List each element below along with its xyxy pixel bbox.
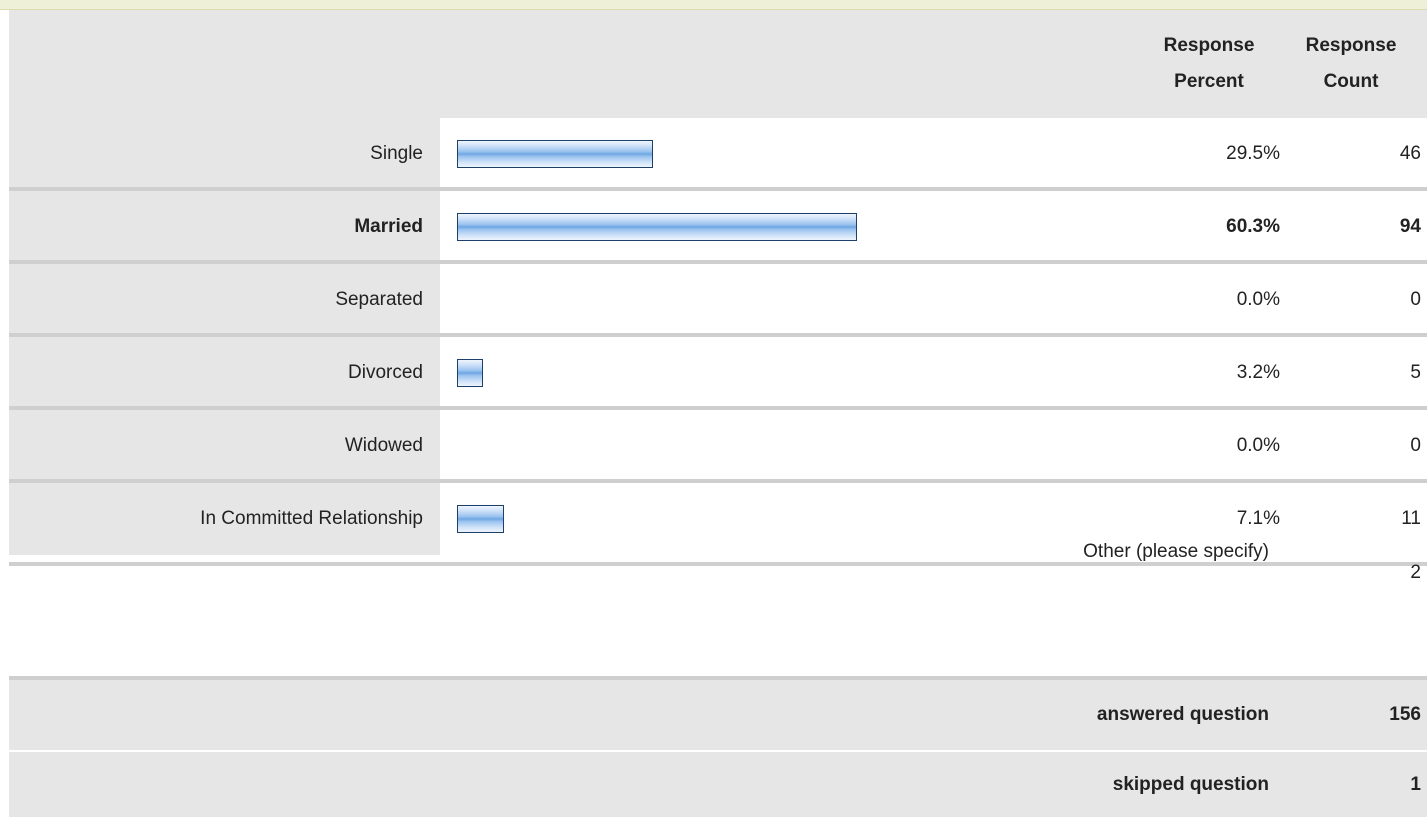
- bar-cell: 29.5% 46: [440, 118, 1427, 190]
- percent-label: 3.2%: [1236, 362, 1280, 383]
- table-row: Married 60.3% 94: [9, 191, 1427, 263]
- category-label: Married: [354, 216, 423, 237]
- bar-cell: 7.1% 11: [440, 483, 1427, 555]
- category-cell: Separated: [9, 264, 440, 336]
- category-label: Separated: [335, 289, 423, 310]
- response-count-header: Response Count: [1301, 28, 1401, 100]
- answered-row: answered question 156: [9, 680, 1427, 750]
- category-label: Divorced: [348, 362, 423, 383]
- percent-label: 0.0%: [1236, 435, 1280, 456]
- category-cell: Married: [9, 191, 440, 263]
- other-specify-link[interactable]: Other (please specify): [1083, 541, 1269, 562]
- category-label: In Committed Relationship: [200, 508, 423, 529]
- count-label: 0: [1410, 289, 1421, 310]
- bar-cell: 60.3% 94: [440, 191, 1427, 263]
- answered-label: answered question: [1096, 704, 1269, 725]
- row-separator: [9, 187, 1427, 191]
- response-percent-header-line1: Response: [1163, 35, 1255, 56]
- count-label: 94: [1399, 216, 1421, 237]
- row-separator: [9, 562, 1427, 566]
- percent-label: 0.0%: [1236, 289, 1280, 310]
- table-row: In Committed Relationship 7.1% 11: [9, 483, 1427, 555]
- count-label: 46: [1399, 143, 1421, 164]
- summary-divider: [9, 750, 1427, 752]
- response-percent-header-line2: Percent: [1174, 71, 1244, 92]
- bar: [457, 505, 504, 533]
- table-row: Single 29.5% 46: [9, 118, 1427, 190]
- response-count-header-line2: Count: [1323, 71, 1379, 92]
- skipped-label: skipped question: [1112, 774, 1269, 795]
- bar-cell: 0.0% 0: [440, 410, 1427, 482]
- category-cell: Widowed: [9, 410, 440, 482]
- category-cell: Divorced: [9, 337, 440, 409]
- response-count-header-line1: Response: [1305, 35, 1397, 56]
- category-cell: In Committed Relationship: [9, 483, 440, 555]
- table-header: Response Percent Response Count: [9, 10, 1427, 118]
- bar-cell: 0.0% 0: [440, 264, 1427, 336]
- count-label: 11: [1401, 508, 1421, 529]
- answered-value: 156: [1389, 704, 1421, 725]
- percent-label: 7.1%: [1236, 508, 1280, 529]
- count-label: 0: [1410, 435, 1421, 456]
- other-count: 2: [1410, 562, 1421, 583]
- count-label: 5: [1410, 362, 1421, 383]
- row-separator: [9, 260, 1427, 264]
- category-cell: Single: [9, 118, 440, 190]
- table-row: Widowed 0.0% 0: [9, 410, 1427, 482]
- percent-label: 29.5%: [1226, 143, 1280, 164]
- response-percent-header: Response Percent: [1161, 28, 1257, 100]
- percent-label: 60.3%: [1226, 216, 1280, 237]
- row-separator: [9, 479, 1427, 483]
- bar-cell: 3.2% 5: [440, 337, 1427, 409]
- category-label: Widowed: [344, 435, 423, 456]
- row-separator: [9, 333, 1427, 337]
- category-label: Single: [370, 143, 423, 164]
- bar: [457, 359, 483, 387]
- table-row: Separated 0.0% 0: [9, 264, 1427, 336]
- bar: [457, 213, 857, 241]
- skipped-row: skipped question 1: [9, 752, 1427, 817]
- summary-separator: [9, 676, 1427, 680]
- top-strip: [0, 0, 1427, 10]
- table-row: Divorced 3.2% 5: [9, 337, 1427, 409]
- skipped-value: 1: [1410, 774, 1421, 795]
- bar: [457, 140, 653, 168]
- row-separator: [9, 406, 1427, 410]
